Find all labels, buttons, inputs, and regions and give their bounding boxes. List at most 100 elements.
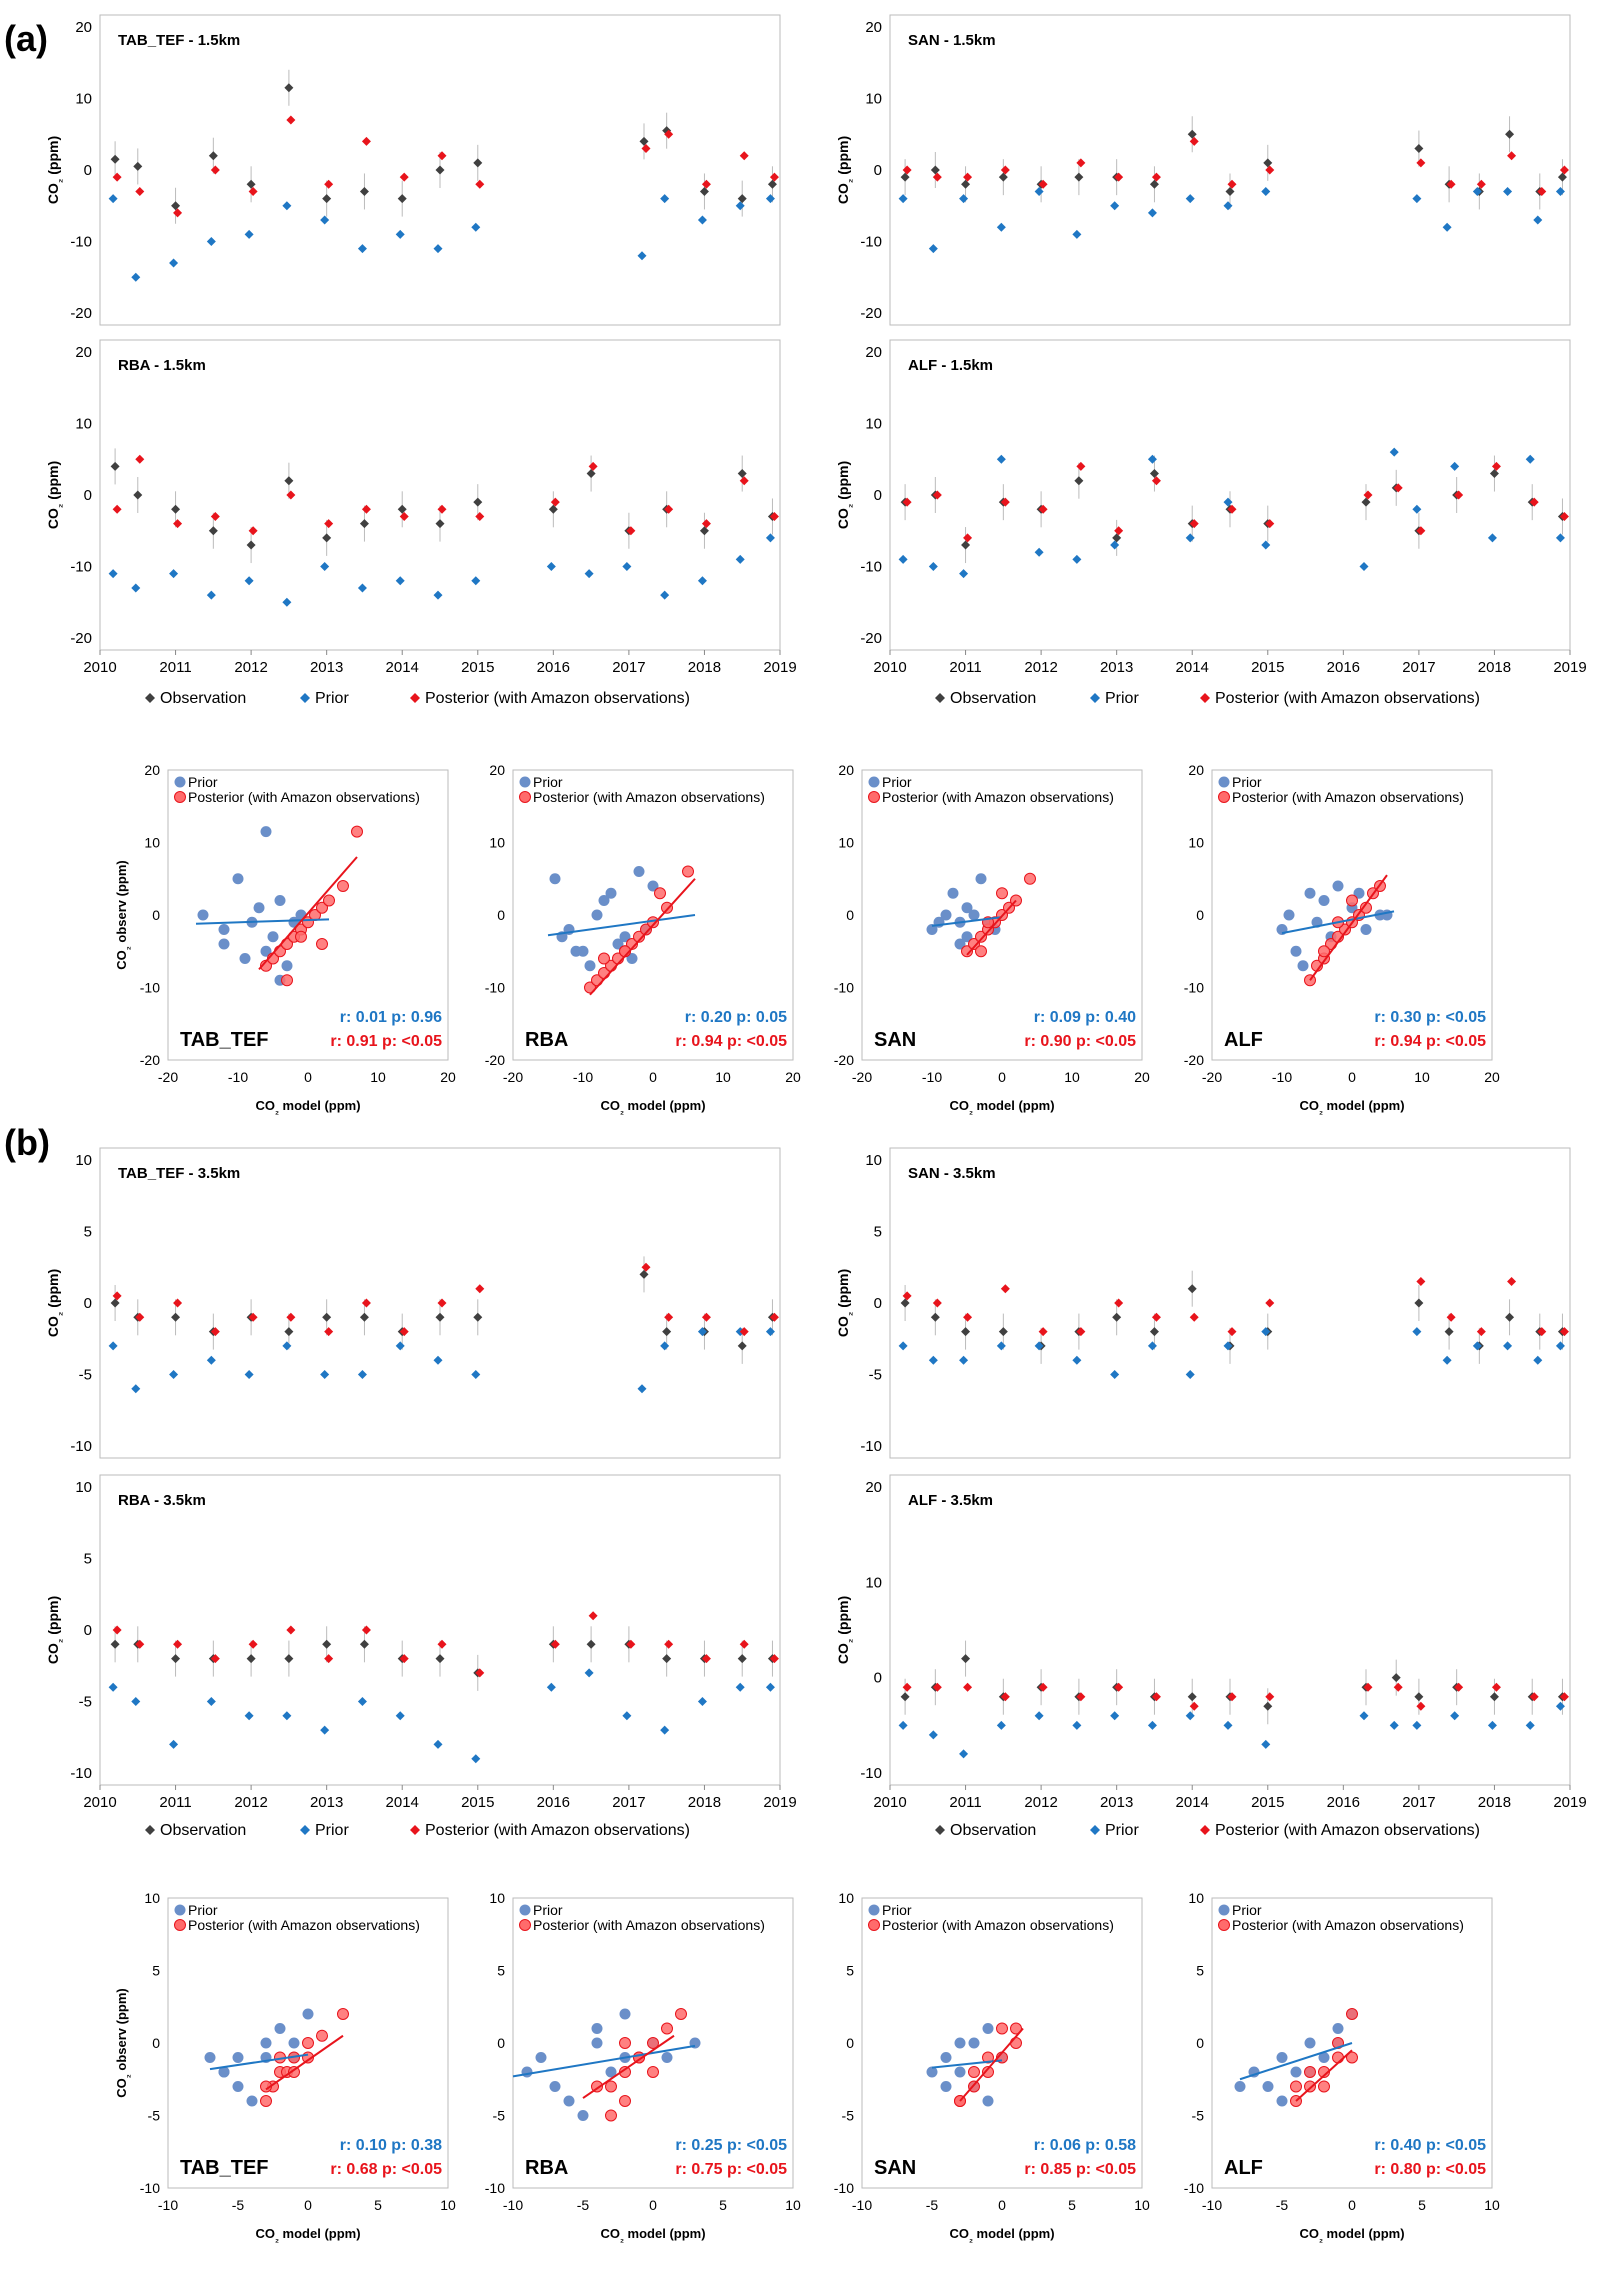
data-point [437,151,447,161]
x-tick-label: 2019 [763,659,796,676]
data-point [900,1298,910,1308]
data-point [246,1654,256,1664]
data-point [701,1312,711,1322]
x-tick-label: 2014 [386,1794,419,1811]
data-point [473,1312,483,1322]
data-point [475,511,485,521]
data-point [982,2023,994,2034]
data-point [320,215,330,225]
data-point [639,136,649,146]
y-tick-label: 0 [84,1295,92,1312]
legend-label-posterior: Posterior (with Amazon observations) [1215,690,1480,707]
data-point [1304,2037,1316,2049]
data-point [112,172,122,182]
data-point [475,1284,485,1294]
x-tick-label: 2015 [1251,659,1284,676]
legend-marker-prior [1090,693,1100,703]
data-point [1450,461,1460,471]
series-posterior [112,454,779,536]
data-point [739,1639,749,1649]
data-point [898,1720,908,1730]
y-tick-label: 5 [497,1963,505,1979]
y-tick-label: 10 [75,416,92,433]
data-point [1529,1692,1539,1702]
fit-line-prior [209,2053,309,2071]
legend-label-posterior: Posterior (with Amazon observations) [1215,1822,1480,1839]
data-point [324,1654,334,1664]
data-point [1227,504,1237,514]
data-point [697,1697,707,1706]
data-point [1227,1327,1237,1337]
data-point [637,1384,647,1394]
y-tick-label: 10 [1188,835,1204,851]
data-point [546,1682,556,1692]
data-point [1507,151,1517,161]
y-axis-label: CO₂ (ppm) [835,136,855,204]
data-point [647,880,659,892]
timeseries-legend: Observation Prior Posterior (with Amazon o… [935,1822,1480,1839]
x-tick-label: -20 [852,1069,872,1085]
data-point [208,526,218,536]
stat-posterior: r: 0.90 p: <0.05 [1024,1033,1136,1050]
y-tick-label: -20 [485,1052,505,1068]
scatter-panel-sc_san_3: -10 -5 0 5 10 -10 -5 0 5 10 CO₂ model (ppm) PriorPo… [834,1890,1150,2244]
data-point [626,1639,636,1649]
y-tick-label: -10 [860,1765,882,1782]
y-tick-label: 10 [75,1152,92,1169]
data-point [961,945,973,958]
y-tick-label: 0 [846,2035,854,2051]
data-point [1363,1682,1373,1692]
data-point [169,1370,179,1379]
data-point [548,504,558,514]
data-point [1227,179,1237,189]
data-point [260,2095,272,2107]
data-point [1529,497,1539,507]
y-tick-label: 0 [152,907,160,923]
x-tick-label: -10 [228,1069,248,1085]
data-point [471,222,481,232]
data-point [982,2066,994,2078]
data-point [1227,1692,1237,1702]
data-point [769,1654,779,1664]
data-point [664,129,674,139]
stat-prior: r: 0.25 p: <0.05 [675,2137,787,2154]
stat-posterior: r: 0.68 p: <0.05 [330,2161,442,2178]
x-tick-label: 0 [1348,1069,1356,1085]
data-point [739,476,749,486]
data-point [1391,1673,1401,1683]
x-tick-label: -5 [232,2197,245,2213]
x-tick-label: 10 [370,1069,386,1085]
data-point [954,938,966,950]
data-point [1283,909,1295,921]
legend-label-posterior: Posterior (with Amazon observations) [425,1822,690,1839]
data-point [1223,497,1233,507]
data-point [248,526,258,536]
data-point [232,873,244,885]
station-label: SAN [874,2157,916,2179]
data-point [982,2095,994,2107]
y-tick-label: 10 [144,835,160,851]
x-tick-label: 5 [719,2197,727,2213]
legend-marker-posterior [1200,693,1210,703]
data-point [248,1312,258,1322]
y-tick-label: -5 [148,2108,161,2124]
timeseries-panel-ts_tab_3: TAB_TEF - 3.5km -10 -5 0 5 10 CO₂ (ppm) [45,1147,781,1459]
data-point [361,1298,371,1308]
data-point [1149,1327,1159,1337]
data-point [605,2066,617,2078]
data-point [253,902,265,914]
series-prior [108,194,775,282]
data-point [197,909,209,921]
data-point [640,923,652,936]
x-tick-label: 2018 [688,659,721,676]
y-axis-label: CO₂ (ppm) [45,1269,65,1337]
data-point [1189,136,1199,146]
scatter-panel-sc_alf_3: -10 -5 0 5 10 -10 -5 0 5 10 CO₂ model (ppm) PriorPo… [1184,1890,1500,2244]
data-point [110,154,120,164]
legend-label-posterior: Posterior (with Amazon observations) [533,1917,765,1933]
legend-marker-posterior [1200,1825,1210,1835]
data-point [1489,469,1499,479]
data-point [975,873,987,885]
data-point [1151,172,1161,182]
